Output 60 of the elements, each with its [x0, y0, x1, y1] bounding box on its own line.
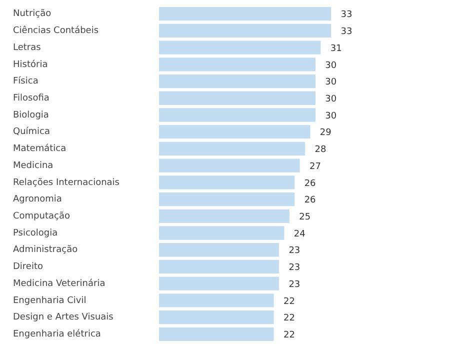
data-label: 24	[294, 229, 306, 240]
y-tick-label: Matemática	[13, 143, 66, 154]
data-label: 28	[314, 145, 326, 156]
bar	[159, 58, 316, 72]
y-tick-label: Psicologia	[13, 228, 58, 238]
bar	[159, 74, 316, 88]
y-tick-label: Direito	[13, 262, 44, 272]
bar	[159, 40, 321, 54]
bar	[159, 158, 300, 172]
y-tick-label: Administração	[13, 245, 78, 256]
data-label: 33	[340, 27, 352, 38]
data-label: 25	[299, 212, 311, 222]
y-tick-label: Engenharia elétrica	[13, 328, 101, 340]
data-label: 33	[340, 10, 352, 20]
data-label: 30	[325, 94, 337, 104]
data-label: 26	[304, 178, 316, 189]
data-label: 23	[288, 246, 300, 256]
data-label: 27	[310, 162, 321, 172]
y-tick-label: Design e Artes Visuais	[13, 312, 114, 323]
data-label: 31	[330, 44, 342, 54]
y-tick-label: Nutrição	[13, 9, 52, 20]
data-label: 26	[304, 196, 316, 206]
data-label: 30	[325, 78, 337, 88]
data-label: 23	[288, 263, 300, 274]
y-tick-label: Ciências Contábeis	[13, 25, 99, 36]
y-tick-label: Computação	[13, 211, 70, 222]
bar	[159, 125, 310, 139]
data-label: 22	[284, 330, 295, 341]
bar	[159, 260, 280, 274]
y-tick-label: História	[13, 58, 48, 70]
y-tick-label: Física	[13, 76, 38, 87]
bar	[159, 294, 274, 308]
bar	[159, 142, 306, 156]
bar	[159, 226, 284, 240]
bar	[159, 209, 290, 223]
y-tick-label: Letras	[13, 42, 42, 53]
bar	[159, 243, 280, 257]
bar	[159, 108, 316, 122]
bar	[159, 24, 332, 38]
bar	[159, 7, 332, 21]
data-label: 30	[325, 60, 337, 71]
y-tick-label: Biologia	[13, 110, 49, 120]
bar	[159, 276, 280, 290]
data-label: 22	[284, 296, 295, 307]
y-tick-label: Engenharia Civil	[13, 296, 86, 306]
bar	[159, 327, 274, 341]
y-tick-label: Medicina Veterinária	[13, 278, 106, 289]
y-tick-label: Agronomia	[13, 194, 62, 205]
bar	[159, 176, 295, 190]
y-tick-label: Filosofia	[13, 93, 50, 104]
data-label: 22	[284, 314, 295, 324]
bar	[159, 91, 316, 105]
data-label: 30	[325, 111, 337, 122]
y-tick-label: Relações Internacionais	[13, 178, 120, 188]
data-label: 23	[288, 280, 300, 290]
data-label: 29	[320, 128, 332, 138]
y-tick-label: Química	[13, 126, 50, 138]
bar	[159, 192, 295, 206]
bar	[159, 310, 274, 324]
y-tick-label: Medicina	[13, 160, 54, 171]
